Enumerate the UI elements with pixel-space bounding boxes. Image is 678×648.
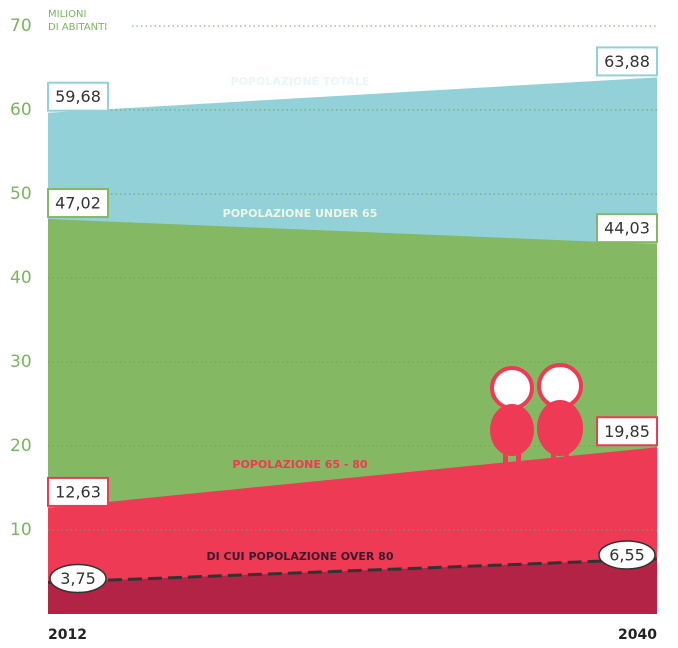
y-tick-label: 10 [10, 520, 32, 540]
value-label: 6,55 [609, 545, 645, 564]
value-label-box [49, 563, 107, 594]
labels: 2012 2040 10 20 30 40 50 60 70 POPOLAZIONE TOTALE… [10, 16, 658, 643]
value-label: 63,88 [604, 52, 650, 71]
series-label: POPOLAZIONE UNDER 65 [223, 207, 378, 220]
y-tick-label: 20 [10, 436, 32, 456]
value-label-box [598, 540, 656, 570]
value-label-box [596, 416, 658, 447]
figures [490, 363, 583, 464]
y-tick-label: 40 [10, 268, 32, 288]
y-tick-label: 70 [10, 16, 32, 36]
area [48, 558, 657, 614]
value-label-box [596, 46, 658, 77]
y-tick-label: 30 [10, 352, 32, 372]
x-tick-label: 2040 [618, 627, 657, 643]
value-label-box [47, 476, 109, 507]
value-label: 44,03 [604, 219, 650, 238]
value-label: 47,02 [55, 194, 101, 213]
y-axis-label: DI ABITANTI [48, 22, 107, 33]
areas [48, 77, 657, 615]
value-label: 59,68 [55, 87, 101, 106]
value-label-box [47, 188, 109, 219]
series-line [47, 557, 658, 584]
y-tick-label: 60 [10, 100, 32, 120]
value-label: 3,75 [60, 569, 96, 588]
value-label-box [596, 213, 658, 244]
series-label: POPOLAZIONE TOTALE [231, 75, 370, 88]
value-label: 19,85 [604, 422, 650, 441]
x-tick-label: 2012 [48, 627, 87, 643]
y-tick-label: 50 [10, 184, 32, 204]
y-axis-label: MILIONI [48, 9, 86, 20]
value-label-box [47, 81, 109, 112]
series-label: POPOLAZIONE 65 - 80 [232, 458, 368, 471]
series-label: DI CUI POPOLAZIONE OVER 80 [207, 550, 394, 563]
value-label: 12,63 [55, 482, 101, 501]
grid [47, 25, 658, 584]
